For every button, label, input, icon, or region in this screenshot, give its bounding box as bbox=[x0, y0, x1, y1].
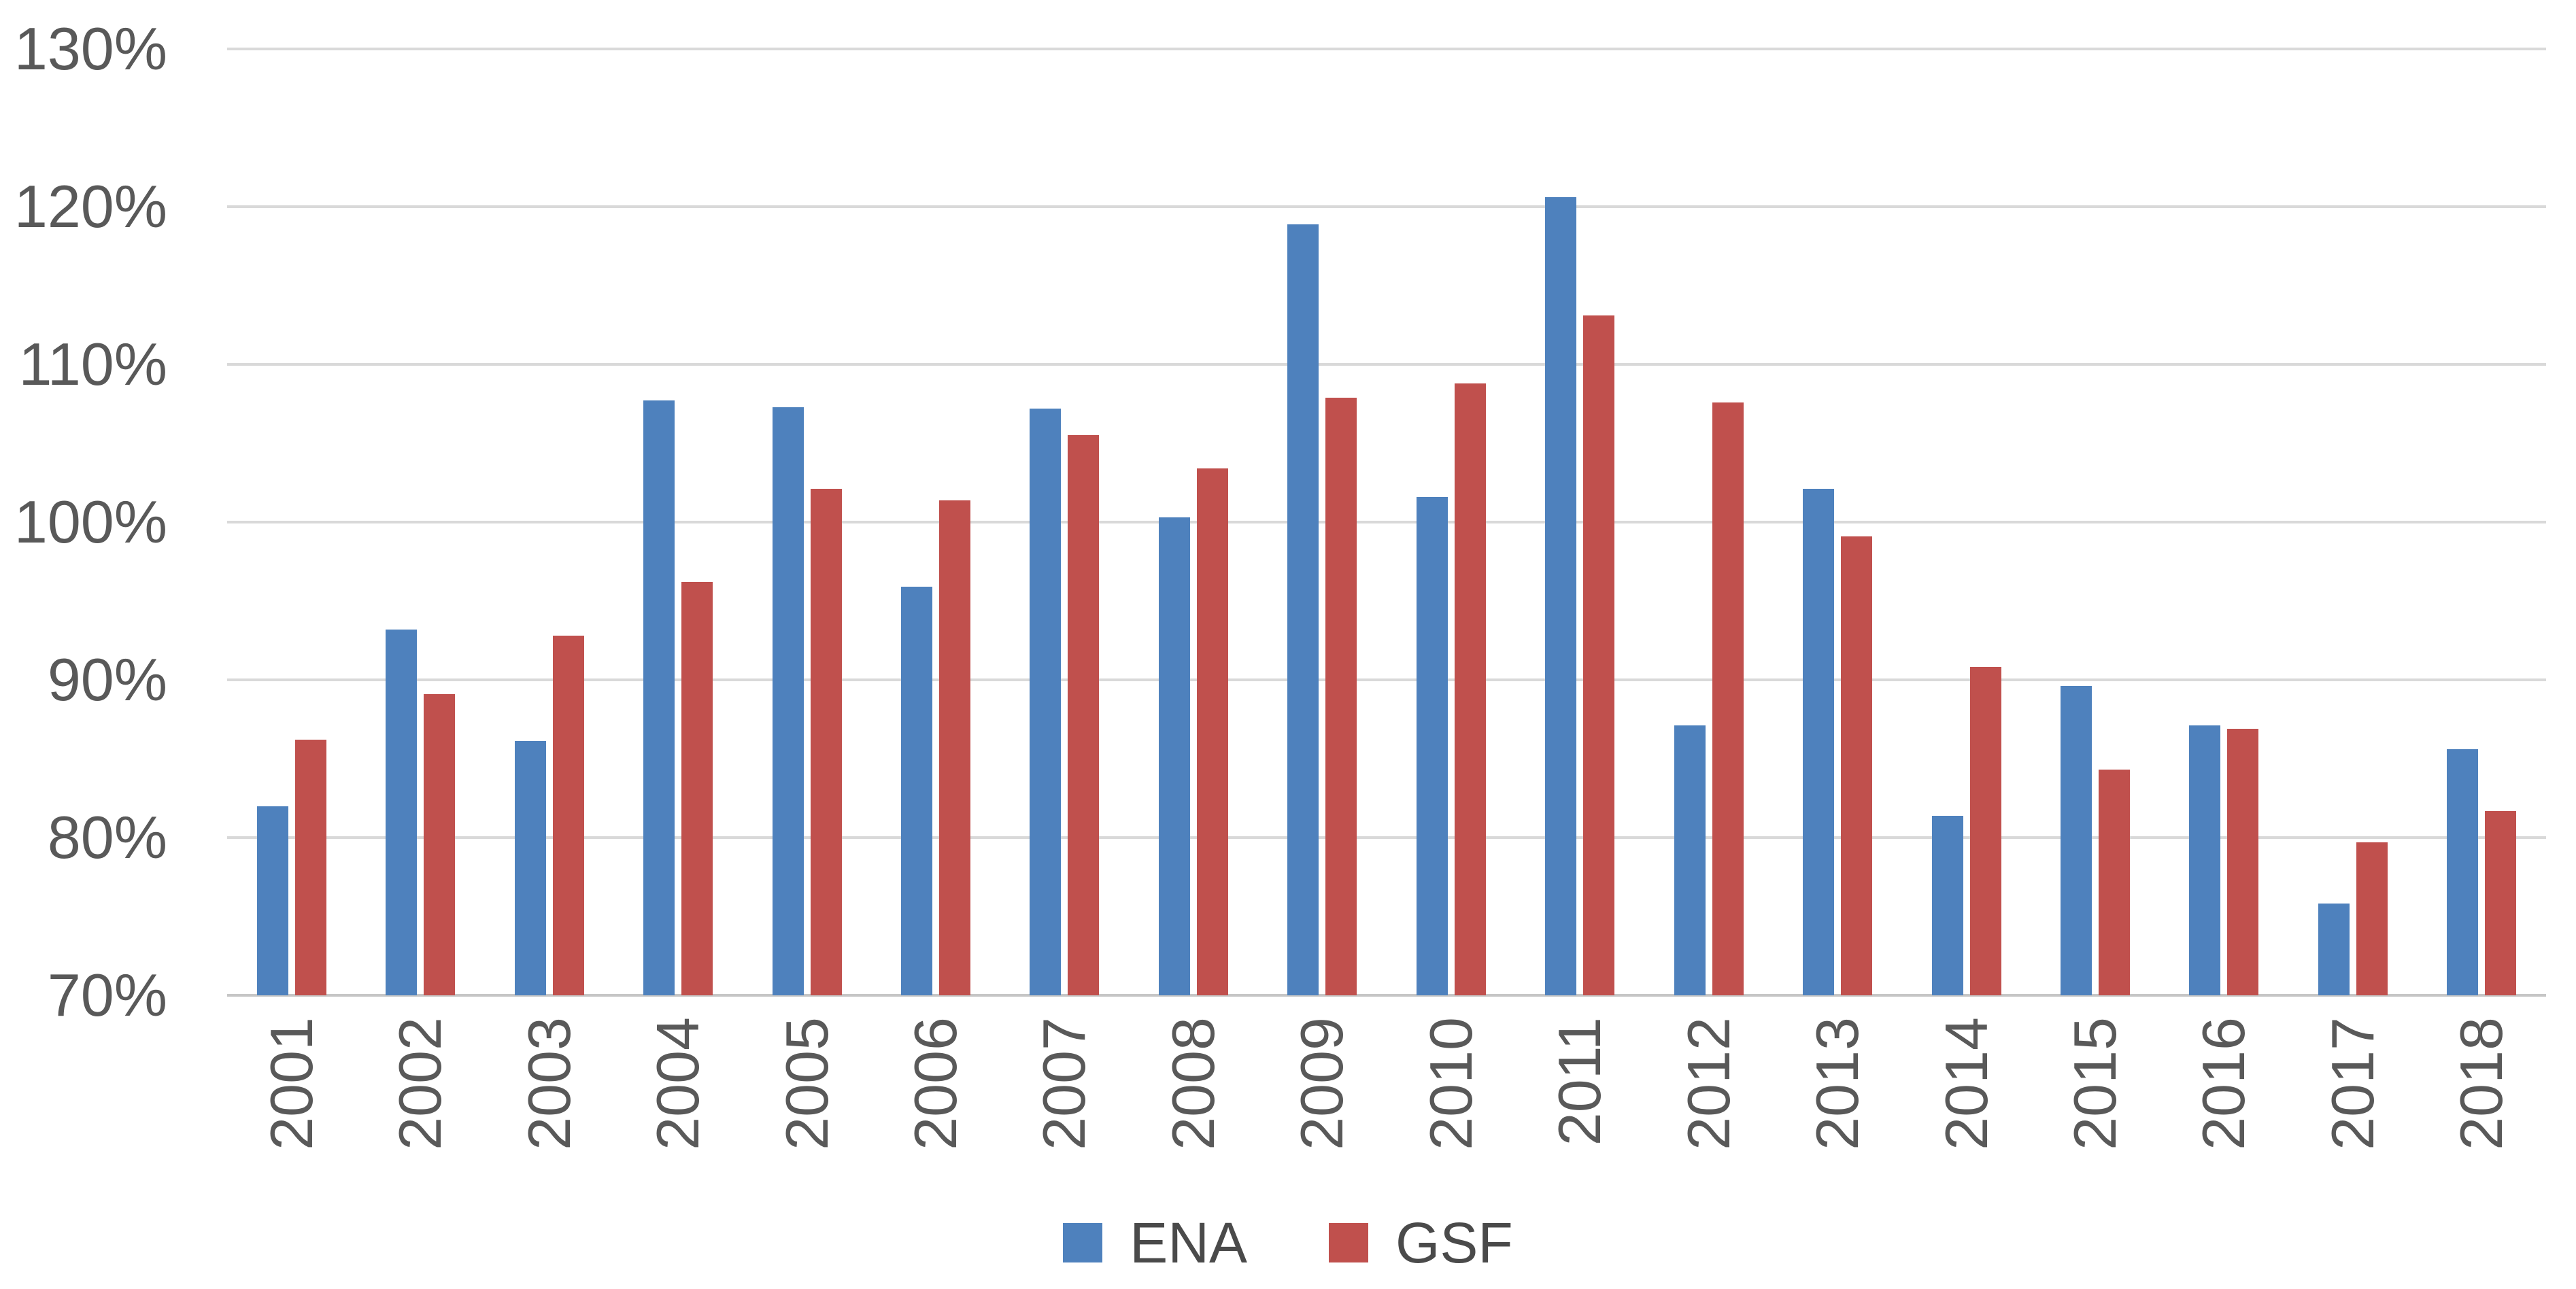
x-axis-tick-label: 2017 bbox=[2318, 1017, 2386, 1150]
gridline bbox=[227, 48, 2546, 50]
legend-label-gsf: GSF bbox=[1395, 1211, 1513, 1275]
gridline bbox=[227, 678, 2546, 681]
gridline bbox=[227, 521, 2546, 523]
y-axis-tick-label: 130% bbox=[14, 15, 167, 82]
x-axis-tick-label: 2011 bbox=[1546, 1017, 1614, 1146]
legend-label-ena: ENA bbox=[1130, 1211, 1248, 1275]
bar-ena-2015 bbox=[2060, 686, 2092, 995]
bar-gsf-2012 bbox=[1712, 402, 1744, 995]
x-axis-tick-label: 2010 bbox=[1417, 1017, 1485, 1150]
bar-ena-2017 bbox=[2318, 904, 2350, 995]
x-axis-tick-label: 2015 bbox=[2061, 1017, 2129, 1150]
bar-ena-2010 bbox=[1416, 496, 1448, 995]
bar-gsf-2010 bbox=[1454, 383, 1486, 995]
y-axis-tick-label: 90% bbox=[47, 646, 167, 713]
bar-gsf-2006 bbox=[938, 500, 970, 995]
y-axis-tick-label: 80% bbox=[47, 804, 167, 871]
plot-area bbox=[227, 48, 2546, 997]
gridline bbox=[227, 836, 2546, 839]
bar-ena-2016 bbox=[2189, 725, 2221, 995]
bar-gsf-2011 bbox=[1583, 315, 1615, 995]
bar-gsf-2009 bbox=[1325, 397, 1357, 995]
bar-gsf-2013 bbox=[1841, 536, 1873, 995]
gridline bbox=[227, 205, 2546, 208]
bar-gsf-2018 bbox=[2485, 810, 2517, 995]
bar-ena-2005 bbox=[772, 407, 804, 995]
bar-gsf-2003 bbox=[552, 636, 584, 995]
bar-ena-2004 bbox=[643, 400, 675, 995]
y-axis-tick-label: 110% bbox=[18, 330, 167, 398]
y-axis-tick-label: 100% bbox=[14, 488, 167, 555]
x-axis-tick-label: 2018 bbox=[2447, 1017, 2515, 1150]
x-axis-tick-label: 2007 bbox=[1030, 1017, 1098, 1150]
bar-ena-2014 bbox=[1931, 815, 1963, 995]
bar-ena-2003 bbox=[514, 741, 546, 995]
bar-gsf-2004 bbox=[681, 582, 713, 995]
bar-gsf-2017 bbox=[2356, 842, 2388, 995]
bar-ena-2018 bbox=[2447, 749, 2479, 995]
x-axis-tick-label: 2004 bbox=[644, 1017, 712, 1150]
x-axis-tick-label: 2005 bbox=[773, 1017, 841, 1150]
bar-gsf-2005 bbox=[810, 489, 842, 995]
x-axis-tick-label: 2016 bbox=[2190, 1017, 2258, 1150]
y-axis-tick-label: 120% bbox=[14, 173, 167, 240]
bar-ena-2001 bbox=[256, 806, 288, 995]
gridline bbox=[227, 363, 2546, 366]
x-axis-line bbox=[227, 994, 2546, 997]
x-axis-tick-label: 2014 bbox=[1932, 1017, 2000, 1150]
x-axis-tick-label: 2001 bbox=[257, 1017, 325, 1150]
bar-ena-2008 bbox=[1158, 517, 1190, 995]
bar-ena-2009 bbox=[1287, 224, 1319, 995]
x-axis-tick-label: 2006 bbox=[901, 1017, 969, 1150]
x-axis-tick-label: 2012 bbox=[1674, 1017, 1742, 1150]
legend-item-ena: ENA bbox=[1063, 1214, 1247, 1271]
bar-gsf-2016 bbox=[2227, 728, 2259, 995]
bar-ena-2012 bbox=[1674, 725, 1706, 995]
bar-gsf-2008 bbox=[1196, 468, 1228, 995]
bar-gsf-2001 bbox=[294, 740, 326, 995]
bar-ena-2006 bbox=[900, 587, 932, 995]
bar-gsf-2014 bbox=[1969, 667, 2001, 995]
legend: ENA GSF bbox=[0, 1214, 2576, 1271]
bar-ena-2013 bbox=[1803, 489, 1835, 995]
x-axis-tick-label: 2013 bbox=[1803, 1017, 1871, 1150]
legend-swatch-gsf-icon bbox=[1329, 1223, 1369, 1262]
legend-item-gsf: GSF bbox=[1329, 1214, 1513, 1271]
bar-gsf-2015 bbox=[2098, 770, 2130, 995]
legend-swatch-ena-icon bbox=[1063, 1223, 1103, 1262]
bar-gsf-2007 bbox=[1068, 435, 1100, 995]
x-axis-tick-label: 2009 bbox=[1288, 1017, 1356, 1150]
x-axis-tick-label: 2008 bbox=[1159, 1017, 1227, 1150]
bar-ena-2011 bbox=[1545, 197, 1577, 995]
bar-ena-2002 bbox=[386, 629, 418, 995]
x-axis-tick-label: 2003 bbox=[515, 1017, 583, 1150]
bar-ena-2007 bbox=[1030, 408, 1062, 995]
bar-gsf-2002 bbox=[424, 693, 456, 995]
y-axis-tick-label: 70% bbox=[47, 961, 167, 1029]
x-axis-tick-label: 2002 bbox=[386, 1017, 454, 1150]
